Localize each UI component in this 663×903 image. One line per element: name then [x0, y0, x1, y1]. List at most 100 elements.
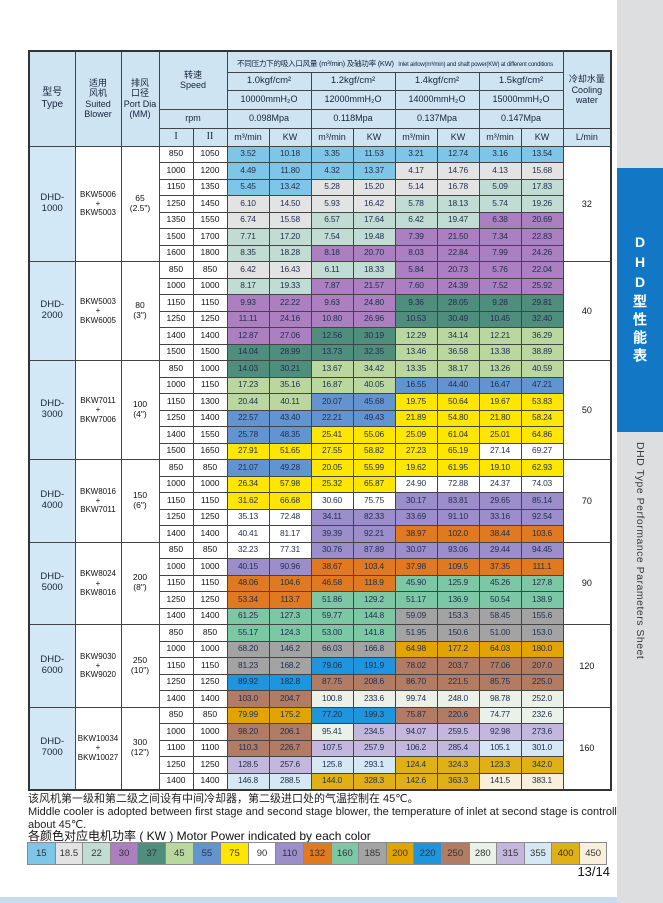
speed-1-cell: 1150: [158, 657, 194, 675]
header-speed: 转速 Speed: [158, 50, 228, 110]
data-cell: 8.18: [310, 244, 354, 262]
header-blower: 适用 风机 Suited Blower: [74, 50, 122, 147]
data-cell: 25.92: [520, 277, 564, 295]
data-cell: 45.68: [352, 393, 396, 411]
data-cell: 87.89: [352, 541, 396, 559]
data-cell: 38.89: [520, 343, 564, 361]
table-row: 1000 1000 68.20 146.2 66.03 166.8 64.98 177.2 64…: [29, 640, 611, 658]
data-cell: 30.76: [310, 541, 354, 559]
performance-table: 型号 Type 适用 风机 Suited Blower 排风 口径 Port D…: [28, 50, 613, 791]
model-cell: DHD-6000: [28, 624, 76, 708]
data-cell: 19.10: [478, 459, 522, 477]
data-cell: 175.2: [268, 706, 312, 724]
table-row: 1500 1700 7.71 17.20 7.54 19.48 7.39 21.50 7.34 2…: [29, 228, 611, 246]
data-cell: 33.69: [394, 508, 438, 526]
port-cell: 250 (10"): [120, 624, 160, 708]
data-cell: 21.89: [394, 409, 438, 427]
speed-2-cell: 1000: [192, 277, 228, 295]
port-cell: 300 (12"): [120, 706, 160, 790]
data-cell: 98.20: [226, 723, 270, 741]
speed-1-cell: 1150: [158, 294, 194, 312]
data-cell: 257.9: [352, 739, 396, 757]
data-cell: 82.33: [352, 508, 396, 526]
data-cell: 153.0: [520, 624, 564, 642]
data-cell: 8.03: [394, 244, 438, 262]
speed-2-cell: 850: [192, 261, 228, 279]
data-cell: 6.38: [478, 211, 522, 229]
data-cell: 5.28: [310, 178, 354, 196]
data-cell: 94.07: [394, 723, 438, 741]
table-row: 1250 1250 35.13 72.48 34.11 82.33 33.69 91.10 33…: [29, 508, 611, 526]
data-cell: 54.80: [436, 409, 480, 427]
model-cell: DHD-1000: [28, 145, 76, 262]
data-cell: 13.67: [310, 360, 354, 378]
legend-swatch: 220: [413, 842, 442, 865]
table-row: 1250 1250 89.92 182.8 87.75 208.6 86.70 221.5 85…: [29, 673, 611, 691]
data-cell: 53.00: [310, 624, 354, 642]
table-row: 1400 1400 12.87 27.06 12.56 30.19 12.29 34.14 12…: [29, 327, 611, 345]
data-cell: 75.87: [394, 706, 438, 724]
data-cell: 7.99: [478, 244, 522, 262]
data-cell: 106.2: [394, 739, 438, 757]
header-pressure-kgf-1: 1.0kgf/cm²: [226, 71, 312, 91]
data-cell: 18.13: [436, 195, 480, 213]
data-cell: 62.93: [520, 459, 564, 477]
data-cell: 25.01: [478, 426, 522, 444]
data-cell: 51.65: [268, 442, 312, 460]
data-cell: 7.87: [310, 277, 354, 295]
port-cell: 150 (6"): [120, 459, 160, 543]
header-pressure-kgf-3: 1.4kgf/cm²: [394, 71, 480, 91]
data-cell: 221.5: [436, 673, 480, 691]
data-cell: 30.49: [436, 310, 480, 328]
speed-1-cell: 1000: [158, 640, 194, 658]
speed-2-cell: 1250: [192, 756, 228, 774]
header-pressure-kgf-4: 1.5kgf/cm²: [478, 71, 564, 91]
data-cell: 92.98: [478, 723, 522, 741]
data-cell: 29.44: [478, 541, 522, 559]
speed-2-cell: 1200: [192, 162, 228, 180]
speed-1-cell: 1400: [158, 690, 194, 708]
data-cell: 61.25: [226, 607, 270, 625]
data-cell: 61.95: [436, 459, 480, 477]
data-cell: 207.0: [520, 657, 564, 675]
note-en: Middle cooler is adopted between first s…: [28, 806, 642, 831]
data-cell: 37.35: [478, 558, 522, 576]
data-cell: 16.47: [478, 376, 522, 394]
data-cell: 28.99: [268, 343, 312, 361]
header-pressure-mmh2o-3: 14000mmH₂O: [394, 89, 480, 110]
header-speed-i: I: [158, 127, 194, 147]
header-rpm: rpm: [158, 108, 228, 129]
sidebar-subtitle-box: DHD Type Performance Parameters Sheet: [617, 442, 663, 659]
legend-swatch: 110: [275, 842, 304, 865]
speed-2-cell: 1150: [192, 492, 228, 510]
speed-2-cell: 1400: [192, 327, 228, 345]
data-cell: 32.40: [520, 310, 564, 328]
data-cell: 13.46: [394, 343, 438, 361]
legend-swatch: 132: [302, 842, 332, 865]
data-cell: 225.0: [520, 673, 564, 691]
data-cell: 19.62: [394, 459, 438, 477]
speed-1-cell: 1250: [158, 310, 194, 328]
data-cell: 3.35: [310, 145, 354, 163]
data-cell: 50.64: [436, 393, 480, 411]
table-row: 1250 1250 128.5 257.6 125.8 293.1 124.4 324.3 12…: [29, 756, 611, 774]
speed-1-cell: 850: [158, 706, 194, 724]
data-cell: 110.3: [226, 739, 270, 757]
data-cell: 85.14: [520, 492, 564, 510]
data-cell: 257.6: [268, 756, 312, 774]
table-row: 1100 1100 110.3 226.7 107.5 257.9 106.2 285.4 10…: [29, 739, 611, 757]
data-cell: 118.9: [352, 574, 396, 592]
main-content: 型号 Type 适用 风机 Suited Blower 排风 口径 Port D…: [28, 50, 613, 791]
data-cell: 125.8: [310, 756, 354, 774]
legend-swatch: 45: [164, 842, 194, 865]
legend-swatch: 22: [82, 842, 111, 865]
speed-2-cell: 1650: [192, 442, 228, 460]
data-cell: 92.54: [520, 508, 564, 526]
data-cell: 22.57: [226, 409, 270, 427]
data-cell: 36.58: [436, 343, 480, 361]
speed-1-cell: 1000: [158, 376, 194, 394]
data-cell: 8.35: [226, 244, 270, 262]
port-cell: 80 (3"): [120, 261, 160, 361]
data-cell: 30.21: [268, 360, 312, 378]
data-cell: 19.26: [520, 195, 564, 213]
